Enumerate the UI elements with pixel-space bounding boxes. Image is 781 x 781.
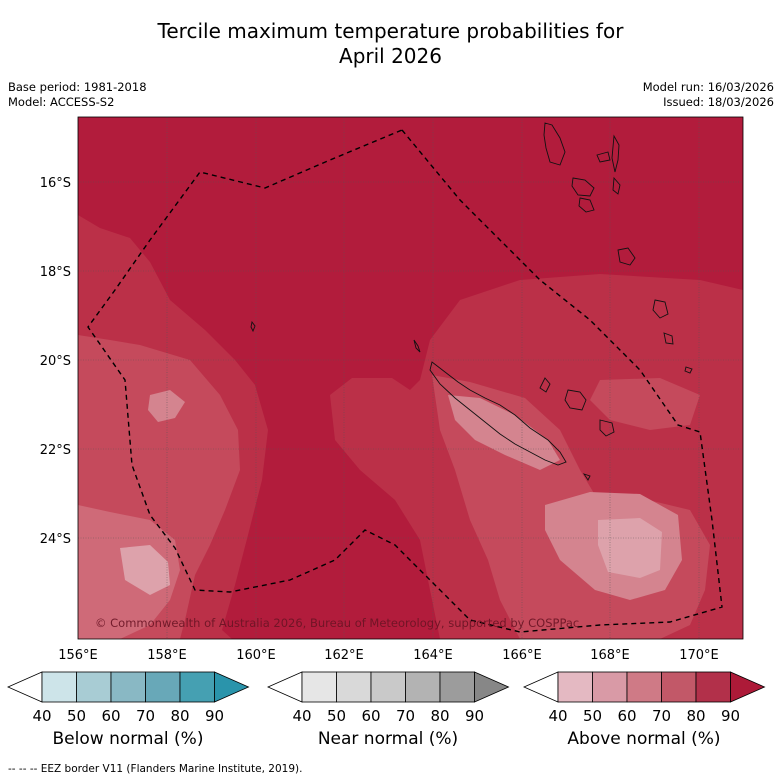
colorbars: 40 50 60 70 80 90 40 50 60 70 80 90 40 50 60 70 80 90 <box>7 671 766 725</box>
colorbar-near-tick: 70 <box>396 707 415 725</box>
colorbar-near-tick: 60 <box>361 707 380 725</box>
colorbar-near-extend-high <box>474 671 510 703</box>
lon-label: 158°E <box>147 648 187 663</box>
lat-label: 24°S <box>40 532 71 547</box>
map-frame <box>77 116 744 640</box>
lon-label: 170°E <box>679 648 719 663</box>
colorbar-below-tick: 60 <box>101 707 120 725</box>
lat-label: 20°S <box>40 354 71 369</box>
coastlines <box>250 122 693 481</box>
colorbar-below-tick: 80 <box>170 707 189 725</box>
colorbar-below-extend-high <box>214 671 250 703</box>
colorbar-near-segment <box>370 671 406 703</box>
field-above-50-60-newcaledonia <box>448 395 560 470</box>
colorbar-above-segment <box>626 671 662 703</box>
field-above-50-60-small <box>148 390 185 422</box>
copyright-text: © Commonwealth of Australia 2026, Bureau… <box>95 616 579 630</box>
lon-label: 164°E <box>413 648 453 663</box>
colorbar-below-tick: 50 <box>67 707 86 725</box>
colorbar-below-segment <box>110 671 146 703</box>
base-period: Base period: 1981-2018 <box>8 80 147 94</box>
colorbar-above-segment <box>695 671 731 703</box>
model-name: Model: ACCESS-S2 <box>8 95 115 109</box>
colorbar-below-label: Below normal (%) <box>52 729 204 749</box>
colorbar-below-segment <box>179 671 215 703</box>
colorbar-above-tick: 70 <box>652 707 671 725</box>
field-above-40-50-southeast <box>598 518 662 578</box>
lon-label: 166°E <box>502 648 542 663</box>
field-above-40-50-southwest <box>120 545 170 595</box>
new-caledonia-coast <box>429 361 567 466</box>
meta-right: Model run: 16/03/2026 Issued: 18/03/2026 <box>643 80 774 110</box>
colorbar-above-tick: 40 <box>548 707 567 725</box>
lon-label: 156°E <box>58 648 98 663</box>
colorbar-above-label: Above normal (%) <box>567 729 721 749</box>
colorbar-above-tick: 50 <box>583 707 602 725</box>
colorbar-near-tick: 50 <box>327 707 346 725</box>
latitude-labels: 16°S 18°S 20°S 22°S 24°S <box>40 176 71 547</box>
lon-label: 162°E <box>324 648 364 663</box>
colorbar-above-tick: 60 <box>617 707 636 725</box>
colorbar-below-tick: 90 <box>205 707 224 725</box>
field-above-60-70-northeast <box>590 378 700 430</box>
model-run: Model run: 16/03/2026 <box>642 80 774 94</box>
lat-label: 22°S <box>40 443 71 458</box>
colorbar-above-segment <box>661 671 697 703</box>
map-title-line1: Tercile maximum temperature probabilitie… <box>157 19 624 43</box>
colorbar-below-tick: 70 <box>136 707 155 725</box>
gridlines <box>78 117 743 639</box>
colorbar-near-tick: 40 <box>292 707 311 725</box>
issued-date: Issued: 18/03/2026 <box>663 95 774 109</box>
colorbar-near-segment <box>336 671 372 703</box>
colorbar-above-tick: 80 <box>686 707 705 725</box>
colorbar-below-segment <box>145 671 181 703</box>
meta-left: Base period: 1981-2018 Model: ACCESS-S2 <box>8 80 147 110</box>
eez-border <box>87 129 723 633</box>
map-title-line2: April 2026 <box>339 44 442 68</box>
lat-label: 16°S <box>40 176 71 191</box>
colorbar-near-label: Near normal (%) <box>317 729 459 749</box>
colorbar-near-extend-low <box>267 671 303 703</box>
colorbar-above-segment <box>557 671 593 703</box>
colorbar-below-segment <box>76 671 112 703</box>
lat-label: 18°S <box>40 265 71 280</box>
colorbar-near-segment <box>301 671 337 703</box>
colorbar-below-extend-low <box>7 671 43 703</box>
colorbar-near-segment <box>439 671 475 703</box>
lon-label: 160°E <box>236 648 276 663</box>
longitude-labels: 156°E 158°E 160°E 162°E 164°E 166°E 168°… <box>58 648 719 663</box>
colorbar-above-segment <box>592 671 628 703</box>
colorbar-above-extend-high <box>730 671 766 703</box>
colorbar-near-tick: 90 <box>465 707 484 725</box>
colorbar-below-segment <box>41 671 77 703</box>
eez-footer: -- -- -- EEZ border V11 (Flanders Marine… <box>8 763 303 775</box>
colorbar-above-extend-low <box>523 671 559 703</box>
colorbar-near-segment <box>405 671 441 703</box>
lon-label: 168°E <box>590 648 630 663</box>
colorbar-near-tick: 80 <box>430 707 449 725</box>
colorbar-above-tick: 90 <box>721 707 740 725</box>
colorbar-below-tick: 40 <box>32 707 51 725</box>
